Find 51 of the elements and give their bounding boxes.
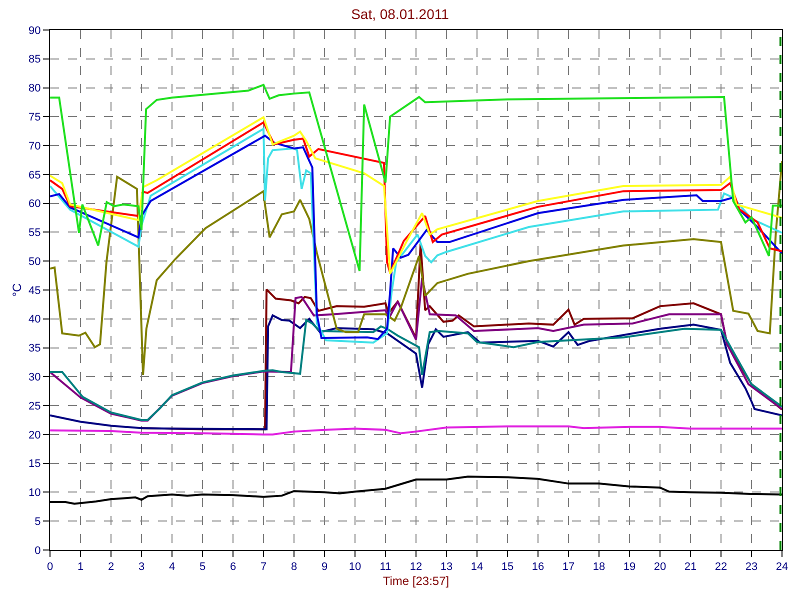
y-axis-title: °C (10, 282, 24, 297)
x-tick-label: 11 (380, 561, 392, 574)
x-tick-label: 14 (470, 561, 484, 574)
y-tick-label: 10 (28, 487, 41, 500)
y-tick-label: 0 (34, 544, 41, 557)
x-tick-label: 4 (168, 561, 176, 574)
x-tick-label: 20 (654, 561, 666, 574)
y-tick-label: 50 (28, 256, 41, 268)
y-tick-label: 35 (28, 342, 41, 355)
x-tick-label: 0 (46, 561, 54, 574)
x-tick-label: 2 (108, 561, 114, 574)
x-tick-label: 12 (410, 561, 422, 574)
y-tick-label: 80 (28, 82, 41, 95)
x-tick-label: 17 (562, 561, 575, 574)
y-tick-label: 65 (28, 169, 41, 182)
y-tick-label: 40 (28, 314, 41, 326)
y-tick-label: 55 (28, 227, 41, 240)
x-tick-label: 19 (623, 561, 636, 574)
x-tick-label: 21 (684, 561, 697, 574)
y-tick-label: 5 (34, 516, 41, 528)
y-tick-label: 60 (28, 198, 41, 210)
y-tick-label: 70 (28, 140, 41, 152)
y-tick-label: 20 (28, 429, 41, 442)
line-series (50, 84, 782, 272)
x-tick-label: 24 (776, 561, 788, 574)
line-series (50, 425, 782, 436)
x-axis-title: Time [23:57] (382, 574, 450, 588)
y-tick-label: 15 (28, 458, 41, 470)
x-tick-label: 15 (501, 561, 514, 574)
x-tick-label: 10 (348, 561, 362, 574)
y-tick-label: 85 (28, 54, 41, 66)
x-tick-label: 22 (714, 561, 728, 574)
y-tick-label: 25 (28, 400, 41, 412)
y-tick-label: 90 (28, 24, 41, 37)
x-tick-label: 9 (321, 561, 328, 574)
x-tick-label: 3 (138, 561, 145, 574)
x-tick-label: 23 (745, 561, 758, 574)
x-tick-label: 13 (440, 561, 453, 574)
x-tick-label: 6 (230, 561, 236, 574)
chart-title: Sat, 08.01.2011 (351, 6, 450, 22)
x-tick-label: 5 (199, 561, 206, 574)
y-tick-label: 30 (28, 372, 41, 384)
x-tick-label: 16 (532, 561, 544, 574)
x-tick-label: 1 (77, 561, 84, 574)
line-series (50, 160, 782, 376)
line-series (50, 276, 782, 422)
y-tick-label: 75 (28, 112, 41, 124)
x-tick-label: 18 (592, 561, 606, 574)
y-tick-label: 45 (28, 284, 41, 297)
x-tick-label: 7 (260, 561, 267, 574)
x-tick-label: 8 (290, 561, 298, 574)
